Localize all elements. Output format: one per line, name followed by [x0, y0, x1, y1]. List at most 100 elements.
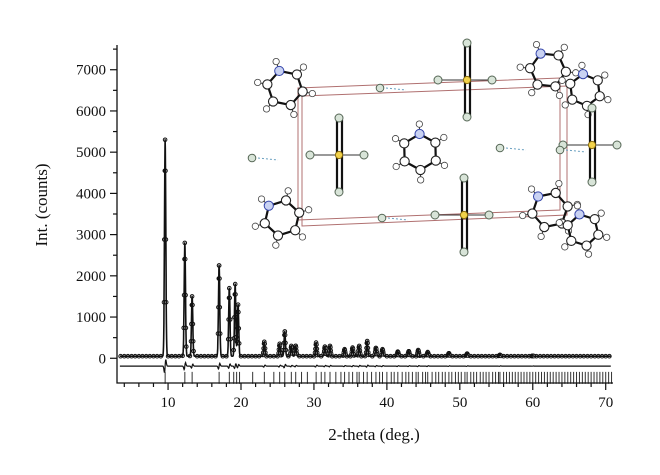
hydrogen-atom	[284, 187, 292, 195]
hydrogen-atom	[440, 133, 448, 142]
carbon-atom	[566, 235, 577, 247]
carbon-atom	[562, 201, 573, 212]
nitrogen-atom	[532, 191, 544, 202]
carbon-atom	[539, 221, 550, 233]
hydrogen-atom	[532, 40, 541, 49]
halide-ion	[555, 145, 565, 155]
nitrogen-atom	[535, 48, 546, 59]
x-tick-label: 70	[598, 395, 613, 411]
hydrogen-bond	[565, 149, 587, 153]
y-tick-label: 5000	[76, 145, 106, 161]
nitrogen-atom	[263, 200, 274, 211]
organic-cation	[391, 120, 449, 184]
nitrogen-atom	[414, 128, 425, 140]
carbon-atom	[524, 63, 536, 74]
x-tick-label: 50	[452, 395, 467, 411]
axes	[116, 45, 613, 384]
organic-cation	[254, 57, 316, 119]
halide-atom	[462, 112, 472, 122]
carbon-atom	[553, 50, 564, 61]
difference-curve	[119, 359, 611, 373]
carbon-atom	[262, 79, 273, 90]
hydrogen-atom	[251, 222, 259, 230]
carbon-atom	[285, 99, 296, 111]
halide-atom	[334, 187, 344, 197]
metal-halide-anion	[433, 38, 497, 122]
halide-atom	[587, 103, 597, 113]
organic-cation	[251, 187, 313, 249]
nitrogen-atom	[574, 209, 585, 220]
carbon-atom	[415, 164, 426, 176]
unit-cell-edge	[301, 85, 568, 227]
calculated-curve	[119, 139, 612, 357]
hydrogen-atom	[555, 91, 564, 100]
hydrogen-atom	[272, 241, 280, 249]
halide-atom	[430, 210, 440, 220]
halide-ion	[377, 213, 387, 223]
hydrogen-atom	[392, 162, 400, 171]
carbon-atom	[550, 187, 561, 199]
halide-atom	[484, 210, 494, 220]
y-tick-label: 1000	[76, 310, 106, 326]
hydrogen-atom	[417, 176, 425, 184]
halide-atom	[462, 38, 472, 48]
y-tick-label: 6000	[76, 104, 106, 120]
carbon-atom	[399, 138, 410, 149]
carbon-atom	[280, 195, 292, 206]
x-tick-label: 20	[234, 395, 249, 411]
y-tick-label: 3000	[76, 228, 106, 244]
halide-atom	[305, 150, 315, 160]
hydrogen-atom	[308, 89, 316, 98]
nitrogen-atom	[274, 65, 285, 77]
halide-atom	[433, 75, 443, 85]
hydrogen-atom	[516, 63, 524, 71]
hydrogen-atom	[584, 250, 593, 258]
hydrogen-atom	[415, 120, 423, 128]
y-axis-title: Int. (counts)	[32, 163, 51, 246]
hydrogen-atom	[440, 161, 449, 169]
halide-atom	[334, 113, 344, 123]
hydrogen-atom	[528, 89, 536, 97]
unit-cell-edge	[297, 77, 561, 221]
hydrogen-atom	[262, 105, 271, 113]
halide-atom	[487, 75, 497, 85]
hydrogen-atom	[573, 202, 582, 210]
metal-atom	[459, 210, 469, 220]
hydrogen-atom	[290, 110, 298, 119]
metal-atom	[462, 75, 472, 85]
x-axis-ticks: 10 20 30 40 50 60 70	[123, 383, 613, 411]
carbon-atom	[567, 94, 578, 105]
carbon-atom	[430, 137, 441, 148]
hydrogen-bond	[257, 157, 279, 161]
hydrogen-atom	[597, 209, 605, 217]
carbon-atom	[291, 69, 303, 80]
hydrogen-atom	[561, 101, 569, 109]
carbon-atom	[560, 66, 572, 77]
difference-curve-line	[119, 359, 611, 373]
halide-atom	[459, 173, 469, 183]
carbon-atom	[290, 225, 301, 236]
carbon-atom	[297, 86, 308, 97]
hydrogen-bond	[385, 87, 407, 91]
y-tick-label: 2000	[76, 269, 106, 285]
hydrogen-atom	[254, 78, 262, 87]
halide-atom	[459, 247, 469, 257]
carbon-atom	[592, 75, 603, 86]
x-tick-label: 10	[161, 395, 176, 411]
x-axis-title: 2-theta (deg.)	[328, 425, 420, 444]
carbon-atom	[430, 155, 441, 166]
hydrogen-atom	[391, 135, 400, 143]
nitrogen-atom	[577, 69, 589, 80]
organic-cation	[555, 202, 611, 258]
hydrogen-atom	[604, 96, 612, 104]
carbon-atom	[527, 208, 538, 219]
hydrogen-atom	[601, 71, 609, 79]
hydrogen-atom	[299, 63, 308, 71]
carbon-atom	[267, 96, 279, 107]
carbon-atom	[399, 156, 410, 167]
hydrogen-bond	[505, 147, 527, 151]
halide-atom	[612, 140, 622, 150]
y-tick-label: 4000	[76, 186, 106, 202]
hydrogen-atom	[272, 57, 280, 66]
hydrogen-atom	[560, 43, 568, 51]
